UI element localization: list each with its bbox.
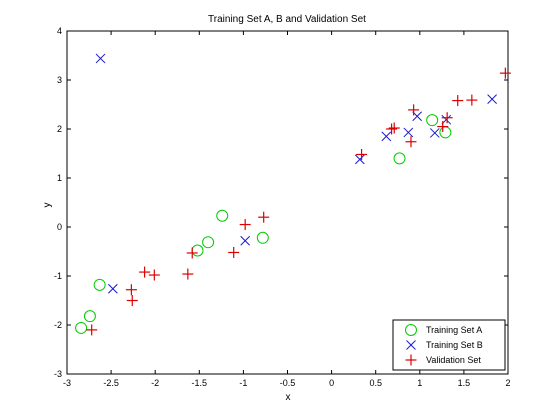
data-point xyxy=(354,154,365,165)
data-point xyxy=(83,310,96,323)
y-axis-label: y xyxy=(42,203,53,208)
data-point xyxy=(381,131,392,142)
x-tick-label: -3 xyxy=(63,378,71,388)
plot-frame xyxy=(66,30,509,375)
y-tick-label: -2 xyxy=(54,320,62,330)
data-point xyxy=(228,246,240,258)
axis-ticks: -3 -2.5 -2 -1.5 -1 -0.5 0 0.5 1 1.5 2 -3 -2 -1 0 1 2 3 4 xyxy=(54,26,511,388)
data-point xyxy=(393,152,406,165)
x-marker-stroke xyxy=(381,131,392,142)
data-point xyxy=(403,127,414,138)
chart-title: Training Set A, B and Validation Set xyxy=(208,14,366,25)
data-point xyxy=(93,278,106,291)
data-point xyxy=(437,121,449,133)
x-tick-label: -2 xyxy=(151,378,159,388)
legend-label: Validation Set xyxy=(426,355,481,365)
data-point xyxy=(499,67,511,79)
x-tick-label: 1.5 xyxy=(458,378,471,388)
x-tick-label: 0 xyxy=(329,378,334,388)
data-point xyxy=(256,231,269,244)
x-tick-label: -1 xyxy=(239,378,247,388)
x-tick-label: 1 xyxy=(417,378,422,388)
data-point xyxy=(126,295,138,306)
y-tick-label: 2 xyxy=(57,124,62,134)
data-point xyxy=(388,122,400,134)
data-point xyxy=(148,269,160,281)
data-point xyxy=(108,283,118,294)
x-marker-stroke xyxy=(108,283,118,294)
x-axis-label: x xyxy=(286,392,291,403)
data-point xyxy=(408,104,420,116)
x-marker-stroke xyxy=(406,340,416,350)
data-point xyxy=(186,247,198,259)
x-tick-label: 0.5 xyxy=(369,378,382,388)
x-tick-label: -1.5 xyxy=(192,378,208,388)
y-tick-label: -1 xyxy=(54,271,62,281)
x-marker-stroke xyxy=(240,235,251,246)
data-point xyxy=(356,148,368,160)
data-point xyxy=(95,53,106,64)
legend-marker xyxy=(405,324,417,336)
y-tick-label: 1 xyxy=(57,173,62,183)
data-point xyxy=(466,94,478,106)
x-tick-label: 2 xyxy=(505,378,510,388)
data-point xyxy=(258,211,270,223)
legend-label: Training Set A xyxy=(426,325,482,335)
data-point xyxy=(487,94,497,104)
data-point xyxy=(386,123,398,135)
y-tick-label: 4 xyxy=(57,26,62,36)
data-point xyxy=(240,235,251,246)
data-points xyxy=(75,53,511,336)
data-point xyxy=(452,95,464,107)
x-tick-label: -2.5 xyxy=(103,378,119,388)
plot-area xyxy=(66,30,509,375)
data-point xyxy=(125,284,137,296)
series-training-set-a xyxy=(75,114,452,334)
data-point xyxy=(405,136,417,148)
y-tick-label: 3 xyxy=(57,75,62,85)
legend-label: Training Set B xyxy=(426,340,483,350)
y-tick-label: -3 xyxy=(54,369,62,379)
data-point xyxy=(441,112,453,124)
data-point xyxy=(202,236,215,249)
legend-marker xyxy=(406,340,416,350)
x-marker-stroke xyxy=(354,154,365,165)
x-marker-stroke xyxy=(95,53,106,64)
data-point xyxy=(75,321,88,334)
x-marker-stroke xyxy=(487,94,497,104)
data-point xyxy=(86,324,98,336)
legend: Training Set A Training Set B Validation S… xyxy=(392,319,506,371)
data-point xyxy=(182,268,194,280)
data-point xyxy=(239,219,251,231)
x-tick-label: -0.5 xyxy=(280,378,296,388)
data-point xyxy=(429,128,440,138)
series-training-set-b xyxy=(95,53,497,294)
series-validation-set xyxy=(86,67,511,336)
legend-marker xyxy=(405,354,417,366)
data-point xyxy=(216,209,229,222)
data-point xyxy=(139,266,151,278)
y-tick-label: 0 xyxy=(57,222,62,232)
x-marker-stroke xyxy=(412,111,423,122)
x-marker-stroke xyxy=(429,128,440,138)
x-marker-stroke xyxy=(403,127,414,138)
data-point xyxy=(426,114,439,127)
